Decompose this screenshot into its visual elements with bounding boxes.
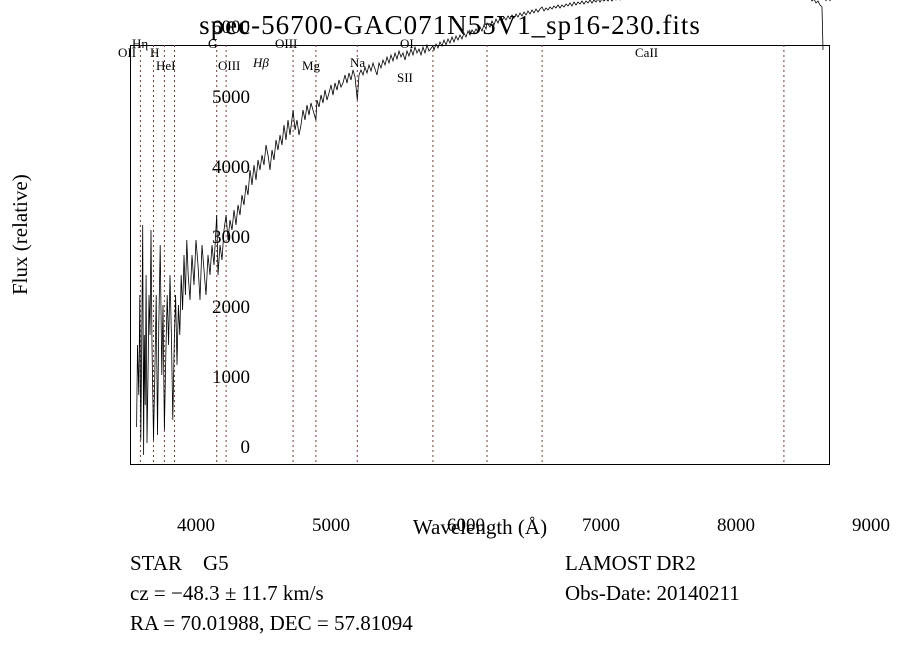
label-CaII: CaII (635, 45, 658, 61)
x-axis-label: Wavelength (Å) (130, 515, 830, 540)
star-type-line: STAR G5 (130, 548, 413, 578)
label-G: G (208, 36, 217, 52)
xtick-5: 9000 (841, 515, 900, 537)
spectrum-window: spec-56700-GAC071N55V1_sp16-230.fits 0 1… (0, 0, 900, 649)
survey-line: LAMOST DR2 (565, 548, 740, 578)
label-Hbeta: Hβ (253, 55, 269, 71)
label-Heta: Hη (132, 36, 148, 52)
plot-area: 0 1000 2000 3000 4000 5000 6000 4000 500… (130, 45, 830, 465)
spectral-line-markers (140, 45, 784, 465)
label-Mg: Mg (302, 58, 320, 74)
label-OIII-4959: OIII (275, 36, 297, 52)
survey-info-block: LAMOST DR2 Obs-Date: 20140211 (565, 548, 740, 608)
label-Na: Na (350, 55, 365, 71)
label-OI: OI (400, 36, 414, 52)
flux-curve-mid (823, 0, 831, 1)
cz-line: cz = −48.3 ± 11.7 km/s (130, 578, 413, 608)
label-HeI: HeI (156, 58, 176, 74)
spectrum-plot-svg (130, 45, 830, 465)
star-info-block: STAR G5 cz = −48.3 ± 11.7 km/s RA = 70.0… (130, 548, 413, 638)
label-SII: SII (397, 70, 413, 86)
coords-line: RA = 70.01988, DEC = 57.81094 (130, 608, 413, 638)
y-axis-label: Flux (relative) (8, 110, 38, 360)
ytick-6: 6000 (190, 17, 250, 39)
obs-date-line: Obs-Date: 20140211 (565, 578, 740, 608)
label-OIII-4363: OIII (218, 58, 240, 74)
